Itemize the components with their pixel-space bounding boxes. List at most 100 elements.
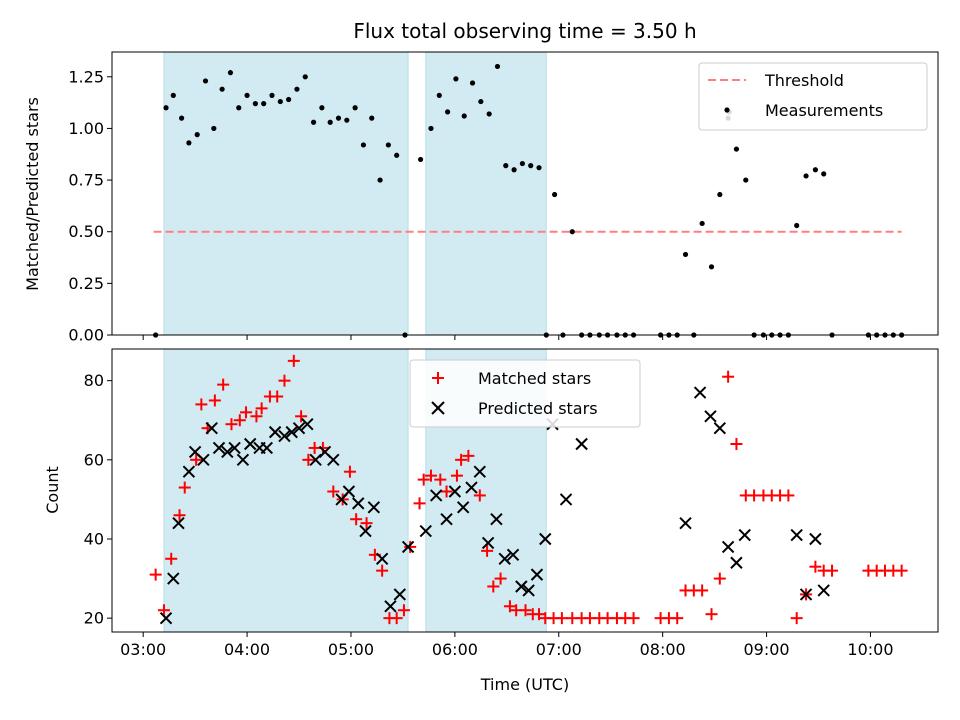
- matched-star-point: [826, 564, 839, 577]
- measurement-point: [211, 125, 217, 132]
- matched-star-point: [440, 485, 453, 498]
- predicted-star-point: [159, 611, 173, 625]
- measurement-point: [469, 80, 476, 86]
- predicted-star-point: [530, 568, 544, 581]
- matched-stars-series: [149, 354, 908, 625]
- matched-star-point: [295, 410, 308, 423]
- measurement-point: [236, 105, 242, 111]
- predicted-star-point: [221, 445, 234, 459]
- measurement-point: [717, 191, 723, 198]
- matched-star-point: [217, 378, 230, 391]
- matched-star-point: [376, 564, 389, 577]
- measurement-point: [394, 152, 400, 158]
- predicted-star-point: [359, 524, 372, 538]
- matched-star-point: [157, 604, 170, 617]
- predicted-star-point: [309, 453, 322, 467]
- matched-star-point: [450, 469, 463, 482]
- predicted-star-point: [440, 512, 453, 526]
- measurement-point: [344, 117, 350, 123]
- matched-star-point: [178, 481, 191, 494]
- predicted-star-point: [490, 512, 503, 526]
- predicted-star-point: [384, 600, 397, 613]
- matched-star-point: [413, 497, 426, 510]
- predicted-star-point: [342, 485, 356, 498]
- measurements-legend-label: Measurements: [765, 101, 883, 120]
- matched-star-point: [722, 370, 735, 383]
- matched-star-point: [555, 612, 568, 625]
- matched-star-point: [519, 604, 532, 617]
- matched-star-point: [424, 469, 437, 482]
- matched-star-point: [481, 544, 494, 557]
- predicted-star-point: [522, 584, 535, 597]
- measurement-point: [252, 101, 258, 107]
- measurement-point: [812, 167, 818, 173]
- ratio-legend-box: [698, 62, 928, 131]
- predicted-star-point: [375, 552, 389, 565]
- x-tick-label: 05:00: [328, 640, 374, 659]
- measurement-point: [202, 78, 209, 84]
- measurement-point: [511, 167, 517, 173]
- ratio-y-axis-label: Matched/Predicted stars: [23, 97, 42, 291]
- observing-intervals: [163, 51, 547, 336]
- predicted-legend-swatch: [431, 401, 445, 415]
- count-y-axis-label: Count: [43, 466, 62, 514]
- y-tick-label: 40: [84, 529, 104, 548]
- matched-star-point: [533, 608, 546, 621]
- observing-interval: [163, 348, 409, 633]
- measurement-point: [682, 251, 689, 258]
- measurement-point: [528, 163, 534, 169]
- matched-star-point: [705, 608, 718, 621]
- predicted-star-point: [236, 453, 250, 467]
- predicted-star-point: [539, 532, 552, 546]
- predicted-star-point: [679, 516, 692, 530]
- measurement-point: [352, 105, 358, 111]
- measurement-point: [277, 98, 283, 105]
- matched-star-point: [350, 513, 363, 526]
- y-tick-label: 0.75: [68, 171, 104, 190]
- predicted-star-point: [575, 437, 588, 451]
- matched-star-point: [782, 489, 795, 502]
- predicted-star-point: [167, 572, 180, 585]
- predicted-star-point: [704, 410, 717, 423]
- matched-star-point: [327, 485, 340, 498]
- matched-star-point: [278, 374, 291, 387]
- predicted-star-point: [352, 497, 365, 510]
- measurement-point: [536, 165, 542, 171]
- y-tick-label: 0.50: [68, 222, 104, 241]
- matched-star-point: [790, 612, 803, 625]
- measurement-point: [494, 63, 501, 70]
- measurement-point: [269, 92, 275, 98]
- measurement-point: [417, 156, 424, 163]
- predicted-legend-label: Predicted stars: [478, 399, 598, 418]
- predicted-star-point: [515, 580, 528, 593]
- measurement-point: [552, 191, 558, 198]
- y-tick-label: 60: [84, 450, 104, 469]
- matched-star-point: [343, 465, 356, 478]
- measurement-point: [478, 98, 484, 105]
- predicted-star-point: [212, 441, 226, 455]
- x-tick-label: 08:00: [640, 640, 686, 659]
- ratio-panel: 0.00 0.25 0.50 0.75 1.00 1.25 Matched/Predict…: [23, 51, 939, 345]
- y-tick-label: 1.00: [68, 119, 104, 138]
- matched-star-point: [240, 406, 253, 419]
- matched-star-point: [404, 540, 417, 553]
- matched-star-point: [225, 418, 238, 431]
- measurement-point: [244, 92, 250, 98]
- x-tick-label: 04:00: [224, 640, 270, 659]
- y-tick-label: 80: [84, 371, 104, 390]
- matched-star-point: [165, 552, 178, 565]
- predicted-star-point: [182, 465, 196, 478]
- predicted-star-point: [506, 548, 520, 562]
- measurement-point: [310, 119, 317, 125]
- matched-star-point: [233, 414, 246, 427]
- y-tick-label: 20: [84, 609, 104, 628]
- measurement-point: [453, 76, 459, 82]
- matched-star-point: [487, 580, 500, 593]
- measurement-point: [794, 222, 800, 229]
- predicted-star-point: [243, 437, 257, 451]
- predicted-star-point: [498, 552, 511, 565]
- predicted-star-point: [448, 485, 462, 498]
- measurement-point: [436, 92, 442, 98]
